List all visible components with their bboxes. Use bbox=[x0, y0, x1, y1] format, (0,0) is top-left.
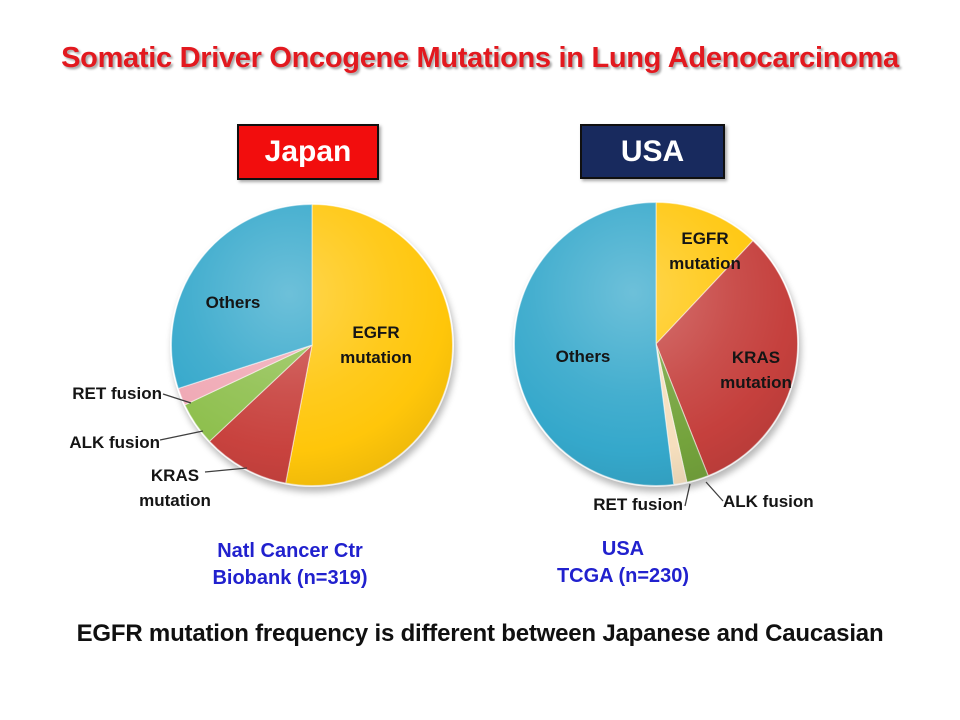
japan-ret-label: RET fusion bbox=[72, 384, 162, 403]
pie-slice-usa-egfr-mutation bbox=[655, 201, 754, 345]
usa-source-caption-line1: USA bbox=[601, 538, 645, 560]
japan-kras-label: KRAS mutation bbox=[139, 466, 211, 510]
pie-slice-usa-kras-mutation bbox=[655, 240, 799, 477]
usa-others-label: Others bbox=[555, 347, 611, 366]
japan-alk-label: ALK fusion bbox=[69, 433, 160, 452]
usa-kras-label: KRAS mutation bbox=[720, 348, 792, 392]
japan-source-caption: Natl Cancer Ctr Biobank (n=319) bbox=[165, 538, 415, 592]
usa-pie-chart bbox=[513, 201, 799, 487]
japan-others-label: Others bbox=[205, 293, 261, 312]
usa-alk-label: ALK fusion bbox=[723, 492, 814, 511]
slide-title: Somatic Driver Oncogene Mutations in Lun… bbox=[61, 42, 899, 74]
pie-slice-usa-others bbox=[513, 201, 675, 487]
japan-source-caption-line1: Natl Cancer Ctr bbox=[217, 540, 363, 562]
usa-header-label: USA bbox=[620, 134, 685, 168]
usa-egfr-label: EGFR mutation bbox=[669, 229, 741, 273]
usa-source-caption-line2: TCGA (n=230) bbox=[556, 565, 690, 587]
usa-header-box: USA bbox=[580, 124, 725, 179]
japan-source-caption-line2: Biobank (n=319) bbox=[212, 567, 368, 589]
japan-header-box: Japan bbox=[237, 124, 379, 180]
usa-ret-leader-line bbox=[684, 483, 691, 507]
usa-source-caption: USA TCGA (n=230) bbox=[498, 536, 748, 590]
conclusion-text: EGFR mutation frequency is different bet… bbox=[76, 620, 884, 647]
pie-slice-japan-egfr-mutation bbox=[285, 203, 454, 487]
pie-slice-japan-others bbox=[170, 203, 313, 390]
japan-header-label: Japan bbox=[264, 135, 352, 168]
japan-egfr-label: EGFR mutation bbox=[340, 323, 412, 367]
usa-ret-label: RET fusion bbox=[593, 495, 683, 514]
japan-pie-chart bbox=[170, 203, 454, 487]
